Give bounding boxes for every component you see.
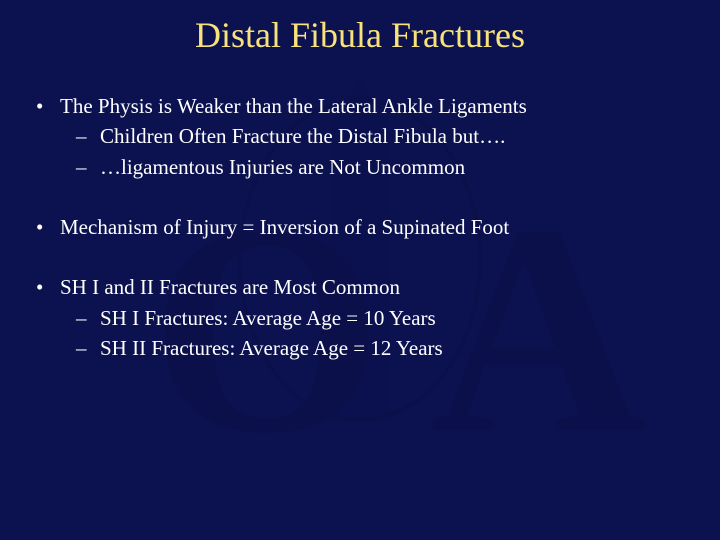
bullet-level2: – …ligamentous Injuries are Not Uncommon bbox=[28, 153, 692, 181]
slide-content: Distal Fibula Fractures • The Physis is … bbox=[0, 0, 720, 540]
bullet-marker: – bbox=[76, 122, 100, 150]
bullet-level2: – Children Often Fracture the Distal Fib… bbox=[28, 122, 692, 150]
bullet-text: Children Often Fracture the Distal Fibul… bbox=[100, 122, 505, 150]
slide-title: Distal Fibula Fractures bbox=[28, 14, 692, 56]
bullet-level1: • Mechanism of Injury = Inversion of a S… bbox=[28, 213, 692, 241]
bullet-marker: • bbox=[36, 213, 60, 241]
bullet-level1: • SH I and II Fractures are Most Common bbox=[28, 273, 692, 301]
bullet-text: The Physis is Weaker than the Lateral An… bbox=[60, 92, 527, 120]
bullet-marker: • bbox=[36, 273, 60, 301]
bullet-marker: – bbox=[76, 334, 100, 362]
bullet-marker: • bbox=[36, 92, 60, 120]
bullet-marker: – bbox=[76, 304, 100, 332]
bullet-level2: – SH I Fractures: Average Age = 10 Years bbox=[28, 304, 692, 332]
bullet-text: SH I and II Fractures are Most Common bbox=[60, 273, 400, 301]
bullet-text: SH I Fractures: Average Age = 10 Years bbox=[100, 304, 436, 332]
bullet-list: • The Physis is Weaker than the Lateral … bbox=[28, 92, 692, 362]
bullet-text: Mechanism of Injury = Inversion of a Sup… bbox=[60, 213, 509, 241]
bullet-text: SH II Fractures: Average Age = 12 Years bbox=[100, 334, 443, 362]
bullet-text: …ligamentous Injuries are Not Uncommon bbox=[100, 153, 465, 181]
bullet-marker: – bbox=[76, 153, 100, 181]
bullet-level1: • The Physis is Weaker than the Lateral … bbox=[28, 92, 692, 120]
bullet-level2: – SH II Fractures: Average Age = 12 Year… bbox=[28, 334, 692, 362]
